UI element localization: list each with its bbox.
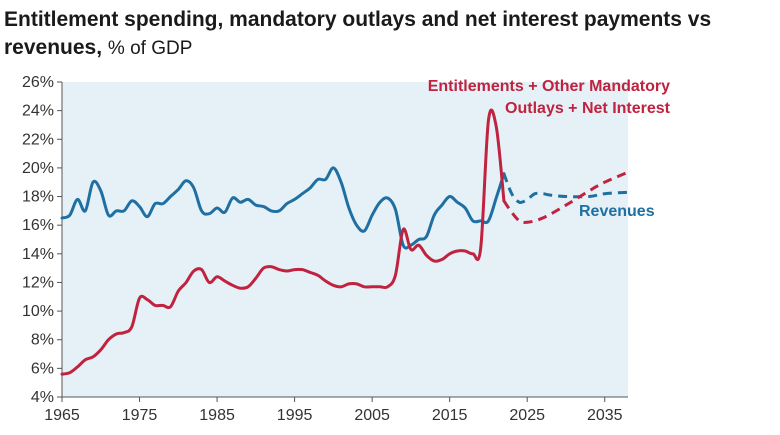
chart-title-text: Entitlement spending, mandatory outlays …	[4, 8, 712, 59]
y-axis: 4% 6% 8% 10% 12% 14% 16% 18% 20% 22% 24% 26%	[22, 74, 63, 406]
y-tick-label: 22%	[22, 131, 54, 148]
series-layer	[60, 108, 629, 376]
outlays-label-line: Entitlements + Other Mandatory	[428, 78, 670, 95]
y-tick-label: 16%	[22, 217, 54, 234]
x-tick-label: 1985	[199, 407, 235, 424]
revenues-label: Revenues	[579, 203, 655, 220]
revenues-projection-line	[502, 173, 629, 204]
outlays-projection-line	[502, 170, 629, 225]
x-tick-label: 1975	[122, 407, 158, 424]
x-tick-label: 2035	[587, 407, 623, 424]
y-tick-label: 4%	[31, 389, 54, 406]
y-tick-label: 18%	[22, 189, 54, 206]
y-tick-label: 12%	[22, 274, 54, 291]
outlays-line	[60, 108, 506, 376]
x-tick-label: 1995	[277, 407, 313, 424]
x-tick-label: 2015	[432, 407, 468, 424]
x-tick-label: 2005	[354, 407, 390, 424]
x-tick-label: 1965	[44, 407, 80, 424]
chart-title-unit: % of GDP	[107, 38, 193, 59]
series-labels: Revenues Entitlements + Other Mandatory Ou…	[428, 78, 671, 220]
y-tick-label: 6%	[31, 360, 54, 377]
y-tick-label: 10%	[22, 303, 54, 320]
y-tick-label: 24%	[22, 103, 54, 120]
x-tick-label: 2025	[509, 407, 545, 424]
y-tick-label: 14%	[22, 246, 54, 263]
y-tick-label: 20%	[22, 160, 54, 177]
chart-title: Entitlement spending, mandatory outlays …	[4, 6, 764, 63]
y-tick-label: 26%	[22, 74, 54, 91]
y-tick-label: 8%	[31, 332, 54, 349]
outlays-label-line: Outlays + Net Interest	[505, 100, 671, 117]
x-axis: 1965 1975 1985 1995 2005 2015 2025 2035	[44, 396, 628, 424]
revenues-line	[60, 166, 506, 250]
plot-area	[62, 82, 628, 397]
